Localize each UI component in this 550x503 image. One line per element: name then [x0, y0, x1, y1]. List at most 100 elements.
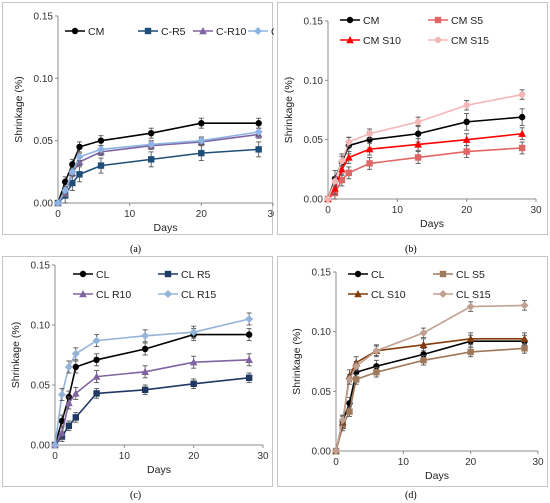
data-point [352, 362, 361, 371]
chart-a: 0.00 0.05 0.10 0.15 0 10 20 30 Days Shrinkage (%)… [13, 12, 274, 235]
caption-c: (c) [130, 490, 142, 501]
data-point [72, 363, 80, 371]
data-point [345, 169, 352, 177]
legend-item: CL S5 [433, 269, 485, 281]
data-point [61, 178, 69, 186]
data-point [463, 118, 470, 126]
x-tick-label: 10 [392, 205, 404, 216]
data-point [69, 179, 76, 187]
data-point [466, 334, 475, 343]
data-point [93, 390, 100, 397]
legend-swatch-marker [79, 290, 87, 298]
data-point [58, 429, 66, 437]
legend-label: CL [371, 269, 385, 281]
data-point [245, 315, 254, 323]
series-line [335, 338, 525, 452]
data-point [518, 113, 526, 121]
legend-item: CL S15 [433, 289, 491, 301]
data-point [338, 165, 346, 173]
y-tick-label: 0.10 [312, 327, 332, 338]
data-point [365, 145, 374, 153]
x-tick-label: 0 [55, 209, 61, 220]
caption-a: (a) [130, 244, 142, 255]
legend-swatch-marker [434, 36, 442, 44]
panel-d: 0.00 0.05 0.10 0.15 0 10 20 30 Days Shrinkage (%)… [277, 256, 548, 487]
data-point [346, 408, 353, 415]
data-point [72, 389, 80, 397]
legend-item: C-R10 [193, 26, 247, 38]
data-point [245, 331, 253, 338]
x-tick-label: 20 [465, 457, 477, 468]
chart-b: 0.00 0.05 0.10 0.15 0 10 20 30 Days Shrinkage (%)… [283, 15, 542, 230]
series-cl-s5 [332, 343, 528, 455]
data-point [372, 346, 381, 355]
series-cm [54, 117, 262, 207]
legend-label: CL R5 [181, 269, 211, 281]
legend-item: CL R5 [158, 269, 211, 281]
caption-d: (d) [405, 490, 417, 501]
legend-label: CM S10 [363, 35, 401, 47]
series-line [335, 304, 525, 452]
x-tick-label: 10 [398, 457, 410, 468]
legend-label: CM S5 [451, 15, 483, 27]
y-tick-label: 0.00 [31, 441, 51, 452]
data-point [147, 129, 155, 137]
x-tick-label: 30 [267, 209, 274, 220]
data-point [75, 157, 84, 166]
data-point [324, 195, 332, 203]
x-axis-label: Days [147, 464, 171, 476]
data-point [68, 167, 77, 176]
data-point [76, 171, 83, 178]
y-tick-label: 0.05 [34, 136, 54, 147]
series-cl [51, 328, 253, 449]
legend-swatch-marker [346, 36, 354, 44]
data-point [69, 161, 76, 168]
series-line [327, 93, 523, 200]
legend-label: CL S15 [456, 289, 491, 301]
series-line [54, 377, 250, 446]
series-cm-s15 [324, 89, 526, 203]
data-point [198, 120, 205, 127]
data-point [419, 328, 428, 337]
series-cl-r10 [51, 353, 253, 449]
legend-swatch-marker [439, 290, 447, 298]
data-point [521, 345, 528, 352]
legend-label: CL R10 [96, 289, 131, 301]
x-tick-label: 30 [530, 205, 542, 216]
data-point [463, 148, 470, 155]
y-tick-label: 0.00 [304, 195, 324, 206]
y-tick-label: 0.10 [304, 76, 324, 87]
data-point [518, 129, 526, 137]
data-point [72, 414, 79, 421]
y-tick-label: 0.15 [304, 17, 324, 28]
legend-swatch-marker [254, 27, 262, 35]
series-cl-r5 [51, 372, 253, 449]
data-point [331, 184, 339, 192]
series-cl-s15 [332, 300, 529, 455]
data-point [97, 137, 105, 144]
y-tick-label: 0.10 [31, 321, 51, 332]
data-point [466, 302, 475, 311]
x-tick-label: 0 [52, 451, 58, 462]
data-point [353, 376, 360, 383]
x-tick-label: 0 [325, 205, 331, 216]
y-tick-label: 0.15 [312, 268, 332, 279]
data-point [141, 367, 149, 375]
series-c-r5 [54, 141, 262, 207]
y-tick-label: 0.10 [34, 74, 54, 85]
series-cl-s10 [332, 332, 529, 455]
data-point [520, 301, 529, 310]
data-point [366, 130, 373, 137]
legend-swatch-marker [439, 270, 447, 278]
legend-item: CL S10 [348, 289, 406, 301]
x-tick-label: 10 [124, 209, 136, 220]
data-point [189, 328, 198, 337]
series-cl-r15 [51, 312, 254, 449]
y-axis-label: Shrinkage (%) [291, 328, 303, 395]
data-point [420, 357, 427, 364]
series-c-r10 [54, 130, 263, 207]
series-line [335, 347, 525, 452]
legend-label: CM [363, 15, 379, 27]
legend-label: C-R15 [271, 26, 274, 38]
data-point [92, 336, 101, 345]
